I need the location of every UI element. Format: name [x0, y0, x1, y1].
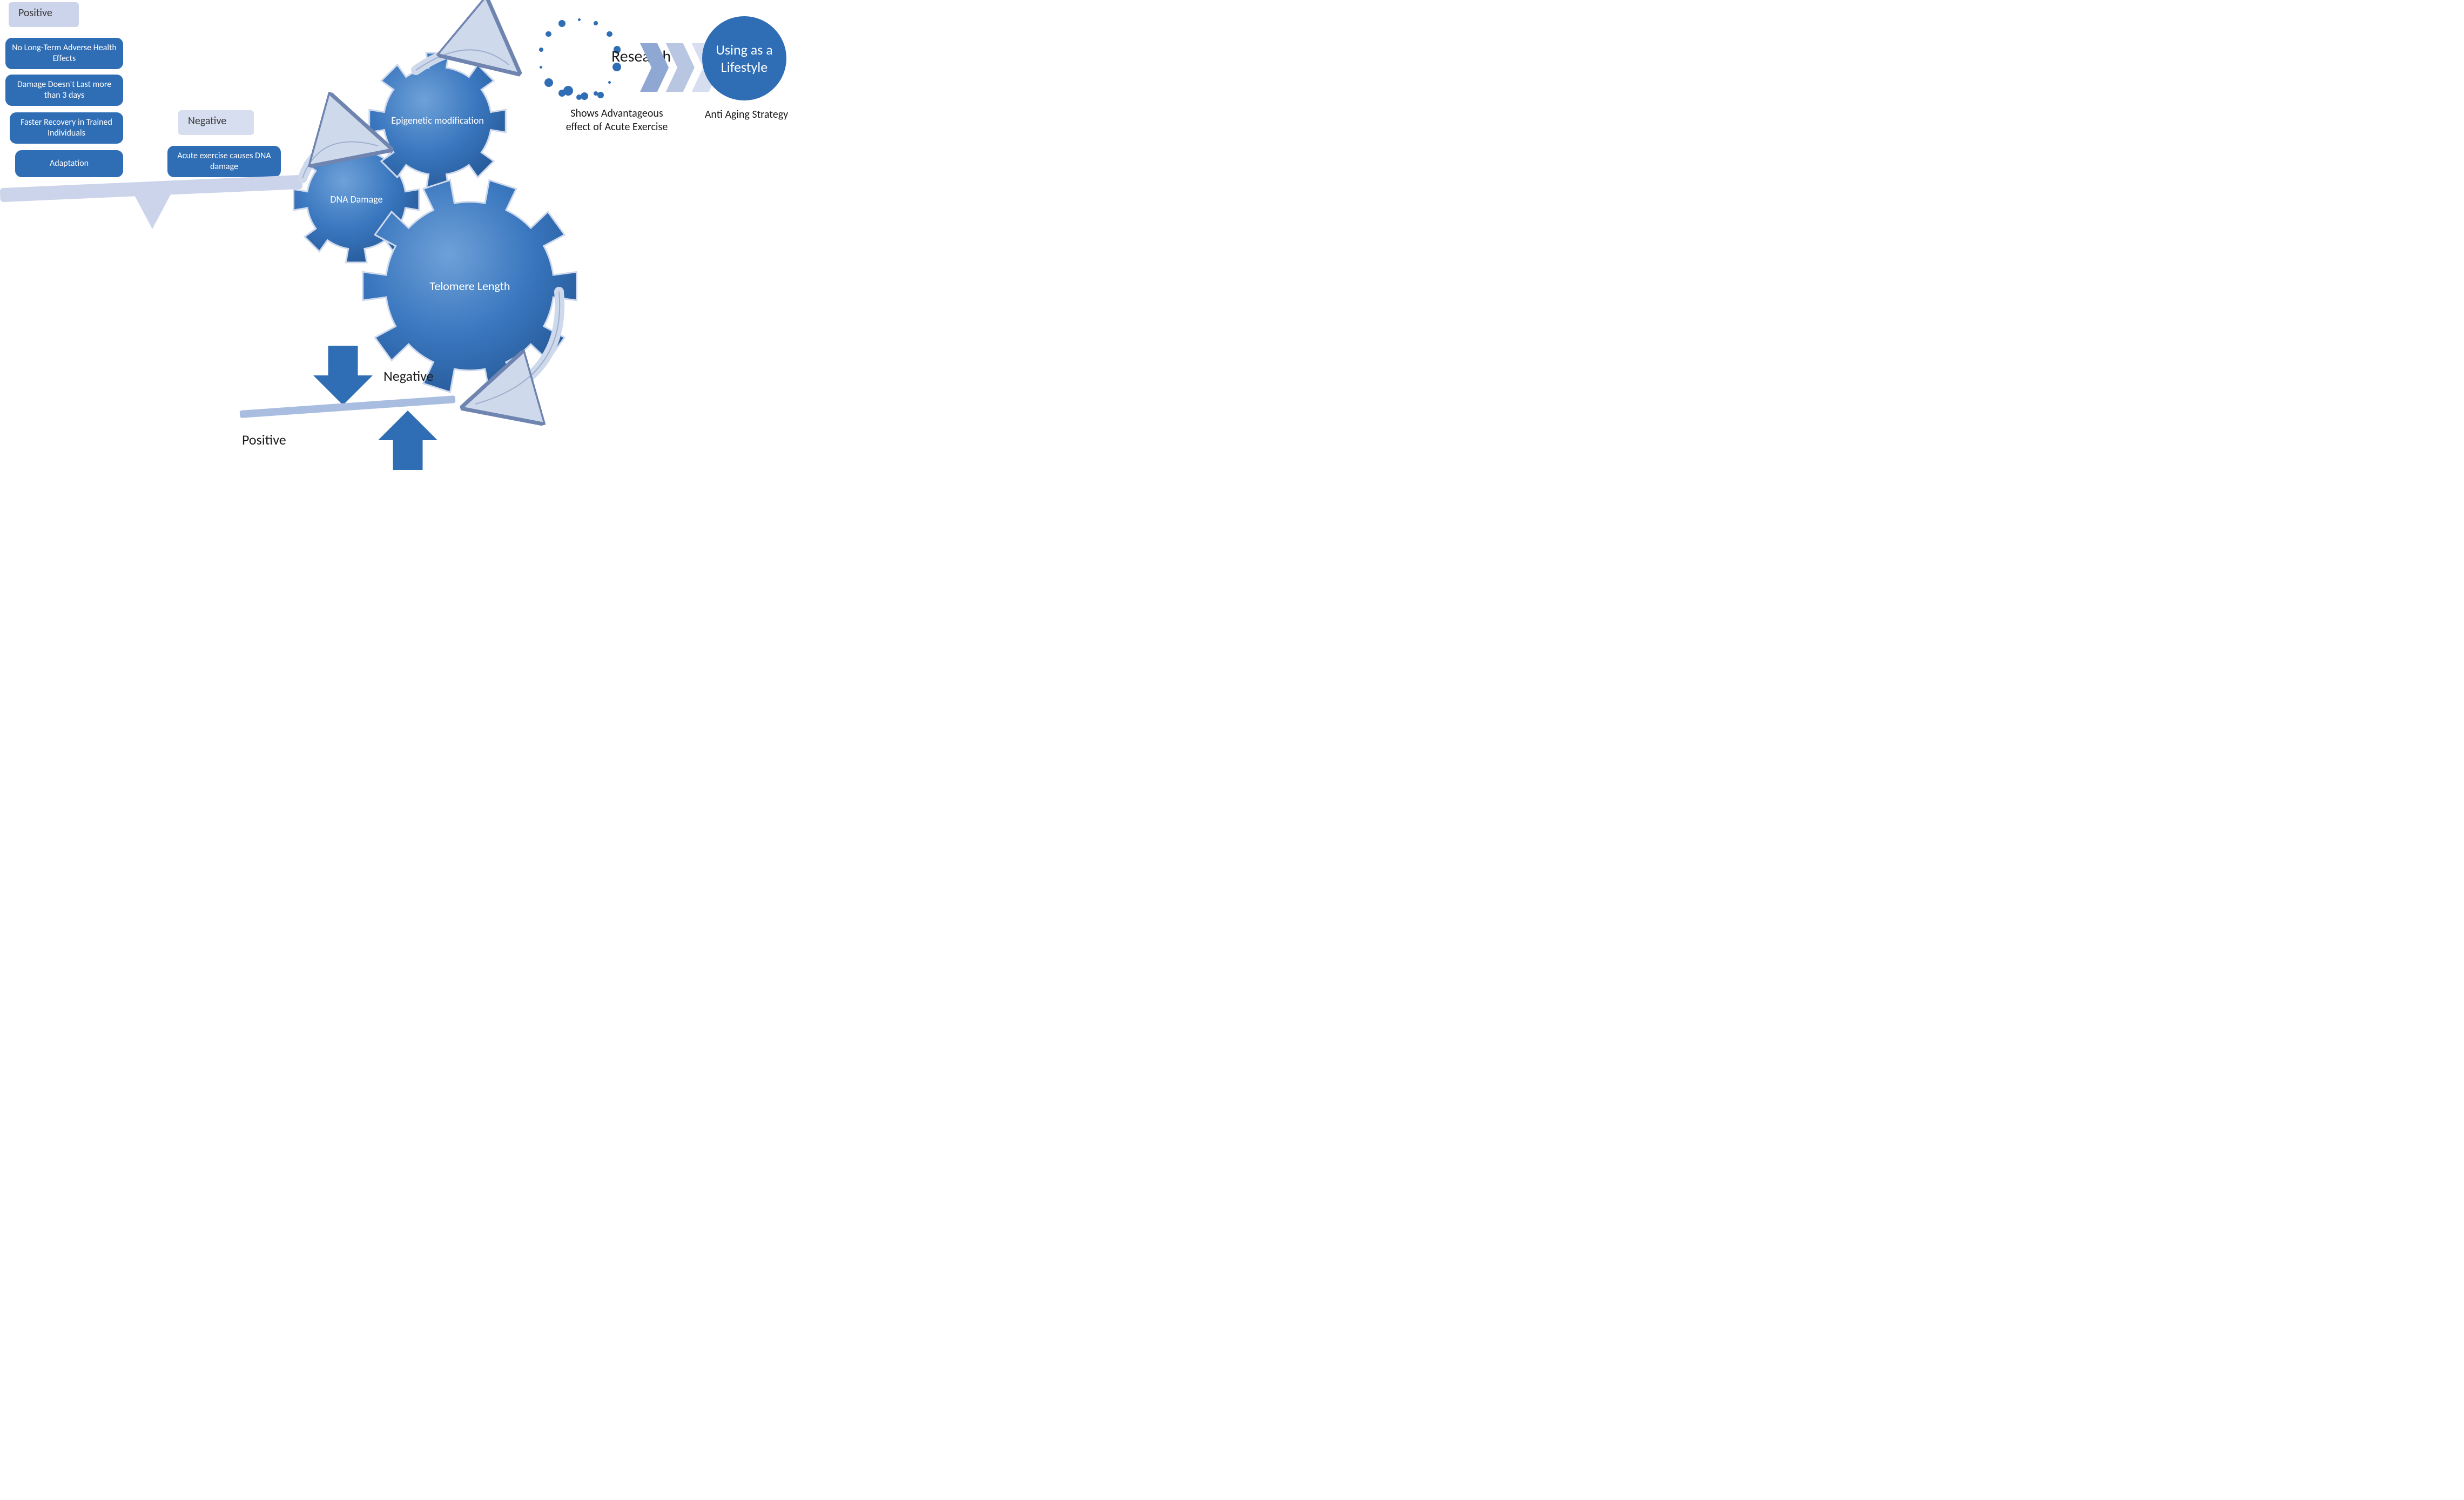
positive-label: Positive — [9, 2, 79, 27]
negative-pill: Acute exercise causes DNA damage — [167, 146, 281, 177]
gear-epi-label: Epigenetic modification — [378, 115, 498, 127]
negative-label: Negative — [178, 110, 254, 135]
research-dot — [544, 78, 553, 87]
down-arrow-icon — [313, 346, 373, 405]
lifestyle-caption: Anti Aging Strategy — [704, 108, 789, 122]
research-dot — [581, 92, 588, 100]
lifestyle-circle-text: Using as a Lifestyle — [711, 41, 778, 76]
research-dot — [540, 66, 542, 69]
research-dot — [608, 81, 611, 84]
positive-pill: Faster Recovery in Trained Individuals — [10, 112, 123, 144]
lifestyle-circle: Using as a Lifestyle — [702, 16, 786, 100]
research-dot — [563, 86, 573, 96]
gear-telomere: Telomere Length — [362, 178, 577, 394]
gear-dna-label: DNA Damage — [318, 194, 395, 206]
research-dot — [578, 18, 581, 21]
positive-pill: Adaptation — [15, 150, 123, 177]
up-arrow-icon — [378, 411, 437, 470]
gear-epi: Epigenetic modification — [368, 52, 507, 190]
research-dot — [594, 21, 598, 25]
bottom-positive-label: Positive — [242, 431, 286, 449]
research-dot — [546, 31, 551, 37]
research-dot — [607, 31, 612, 37]
positive-pill: No Long-Term Adverse Health Effects — [5, 38, 123, 69]
positive-pill: Damage Doesn't Last more than 3 days — [5, 75, 123, 106]
gear-telomere-label: Telomere Length — [408, 279, 532, 293]
research-dot — [539, 48, 543, 52]
research-caption: Shows Advantageous effect of Acute Exerc… — [563, 107, 671, 134]
scale-fulcrum — [134, 194, 171, 229]
research-dot — [558, 20, 565, 27]
bottom-negative-label: Negative — [383, 367, 434, 385]
research-dot — [597, 92, 604, 98]
